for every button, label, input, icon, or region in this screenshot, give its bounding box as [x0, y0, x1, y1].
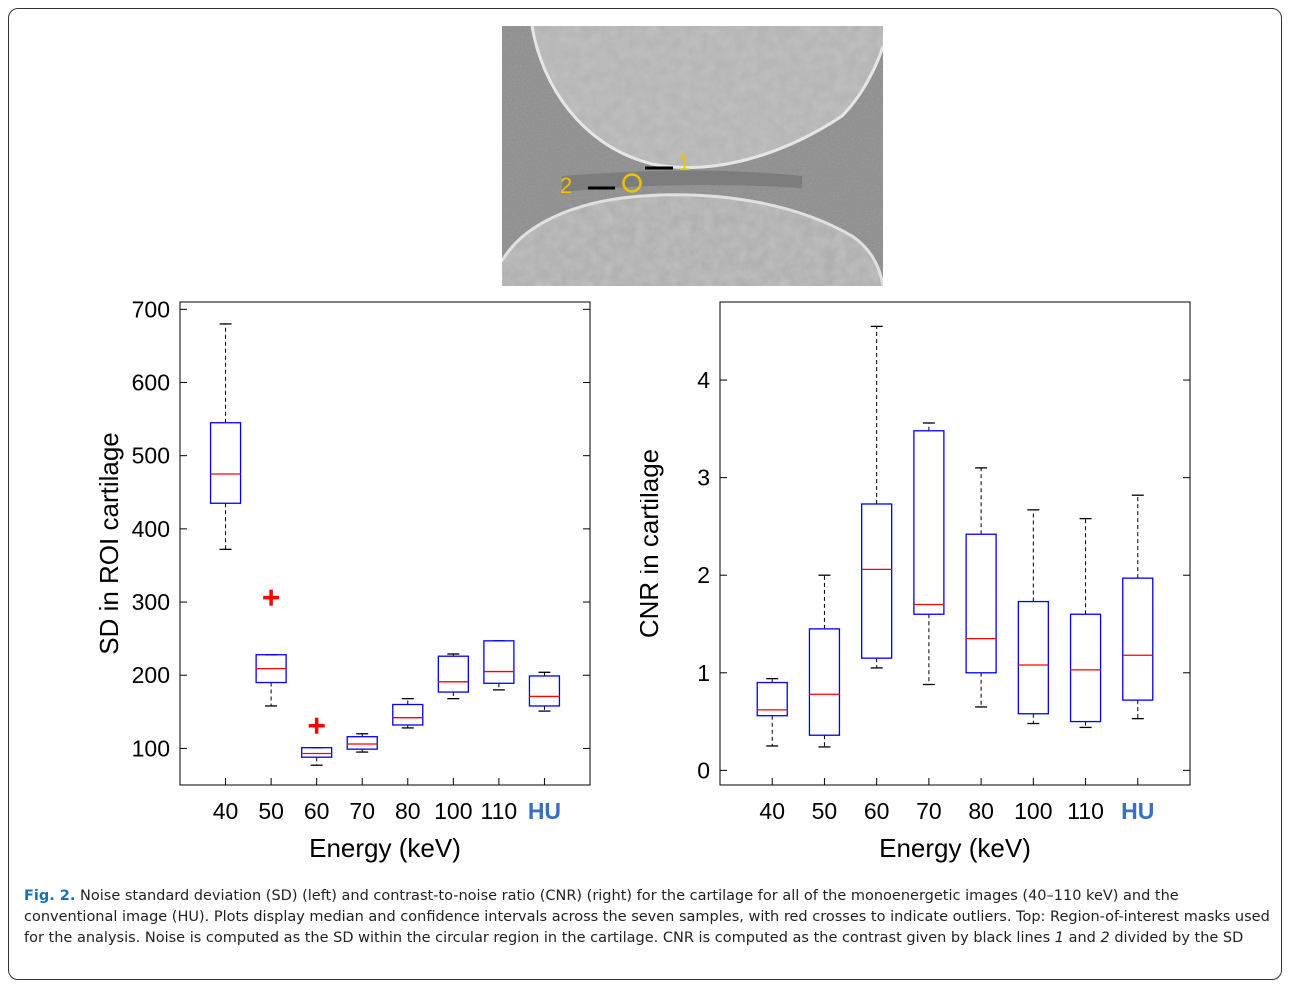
x-tick-label: 110	[1067, 798, 1104, 824]
roi-label-1: 1	[678, 150, 690, 175]
y-tick-label: 3	[697, 465, 710, 491]
caption-line-1-ref: 1	[1054, 930, 1064, 946]
caption-text-b: and	[1063, 930, 1101, 946]
y-tick-label: 700	[132, 296, 170, 322]
plot-frame	[179, 301, 591, 786]
y-axis-label: SD in ROI cartilage	[94, 432, 124, 655]
x-tick-label: 50	[812, 798, 838, 824]
plot-frame	[719, 301, 1191, 786]
x-tick-label: 100	[434, 798, 472, 824]
y-tick-label: 400	[132, 516, 170, 542]
y-axis-label: CNR in cartilage	[640, 449, 664, 638]
box-iqr	[392, 703, 424, 726]
y-tick-label: 100	[132, 735, 170, 761]
y-tick-label: 300	[132, 589, 170, 615]
y-tick-label: 4	[697, 367, 710, 393]
box-iqr	[1017, 600, 1049, 715]
x-tick-label: 60	[304, 798, 330, 824]
box-iqr	[301, 747, 333, 758]
caption-fig-label: Fig. 2.	[24, 888, 76, 904]
caption-text-a: Noise standard deviation (SD) (left) and…	[24, 888, 1270, 946]
x-tick-label: 50	[258, 798, 284, 824]
x-axis-label: Energy (keV)	[309, 833, 461, 863]
x-tick-label: 40	[759, 798, 785, 824]
x-tick-label: 70	[349, 798, 375, 824]
box-iqr	[209, 422, 242, 504]
y-tick-label: 1	[697, 660, 710, 686]
x-tick-label: 80	[395, 798, 421, 824]
x-tick-label: 60	[864, 798, 890, 824]
y-tick-label: 0	[697, 757, 710, 783]
roi-label-2: 2	[560, 173, 572, 198]
x-tick-label: 80	[968, 798, 994, 824]
cnr-boxplot: 0 1 2 3 4 40 50 60 70 80 100 110 HU Energy (keV) CNR i…	[640, 301, 1191, 863]
sd-boxplot: 100 200 300 400 500 600 700 40 50 60 70 80 100 110 HU E…	[94, 296, 591, 863]
x-tick-label: 70	[916, 798, 942, 824]
box-iqr	[437, 655, 469, 693]
caption-line-2-ref: 2	[1100, 930, 1110, 946]
box-iqr	[528, 675, 561, 707]
x-tick-label: 40	[213, 798, 239, 824]
y-tick-label: 2	[697, 562, 710, 588]
box-iqr	[756, 681, 788, 717]
box-iqr	[483, 640, 515, 684]
y-tick-label: 200	[132, 662, 170, 688]
caption-text-c: divided by the SD	[1109, 930, 1244, 946]
cartilage-band	[562, 170, 802, 192]
y-tick-label: 600	[132, 370, 170, 396]
roi-circle	[622, 173, 642, 193]
box-iqr	[1069, 613, 1102, 723]
box-iqr	[861, 503, 893, 659]
x-tick-label: 100	[1014, 798, 1052, 824]
box-iqr	[808, 628, 841, 736]
x-tick-label: HU	[1121, 798, 1154, 824]
y-tick-label: 500	[132, 443, 170, 469]
ct-cartilage-image: 1 2	[502, 26, 883, 286]
x-tick-label: 110	[481, 798, 518, 824]
box-iqr	[346, 736, 378, 750]
box-iqr	[913, 430, 945, 615]
figure-caption: Fig. 2. Noise standard deviation (SD) (l…	[24, 886, 1272, 949]
x-tick-label: HU	[528, 798, 561, 824]
box-iqr	[1122, 577, 1154, 701]
box-iqr	[965, 533, 997, 674]
x-axis-label: Energy (keV)	[879, 833, 1031, 863]
